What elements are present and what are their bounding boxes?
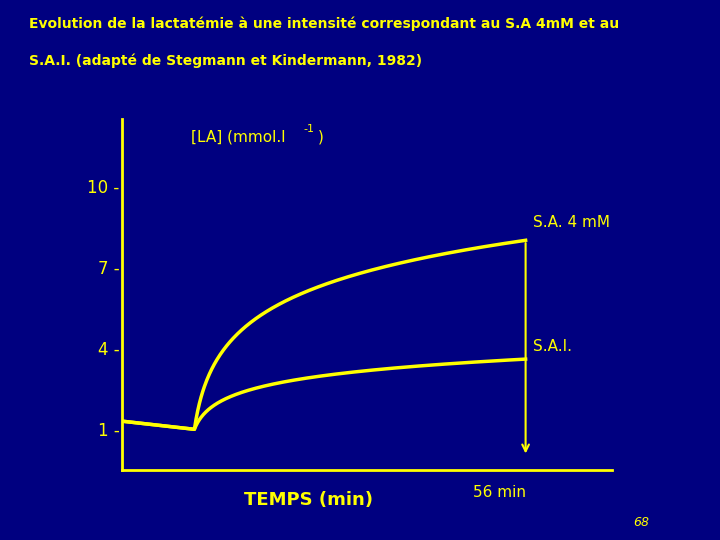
Text: S.A.I.: S.A.I. [533,339,572,354]
Text: TEMPS (min): TEMPS (min) [244,491,373,509]
Text: -1: -1 [304,124,315,134]
Text: S.A. 4 mM: S.A. 4 mM [533,215,610,230]
Text: ): ) [318,130,324,144]
Text: [LA] (mmol.l: [LA] (mmol.l [191,130,285,144]
Text: 68: 68 [633,516,649,530]
Text: S.A.I. (adapté de Stegmann et Kindermann, 1982): S.A.I. (adapté de Stegmann et Kindermann… [29,54,422,69]
Text: 56 min: 56 min [472,485,526,500]
Text: Evolution de la lactatémie à une intensité correspondant au S.A 4mM et au: Evolution de la lactatémie à une intensi… [29,16,619,31]
